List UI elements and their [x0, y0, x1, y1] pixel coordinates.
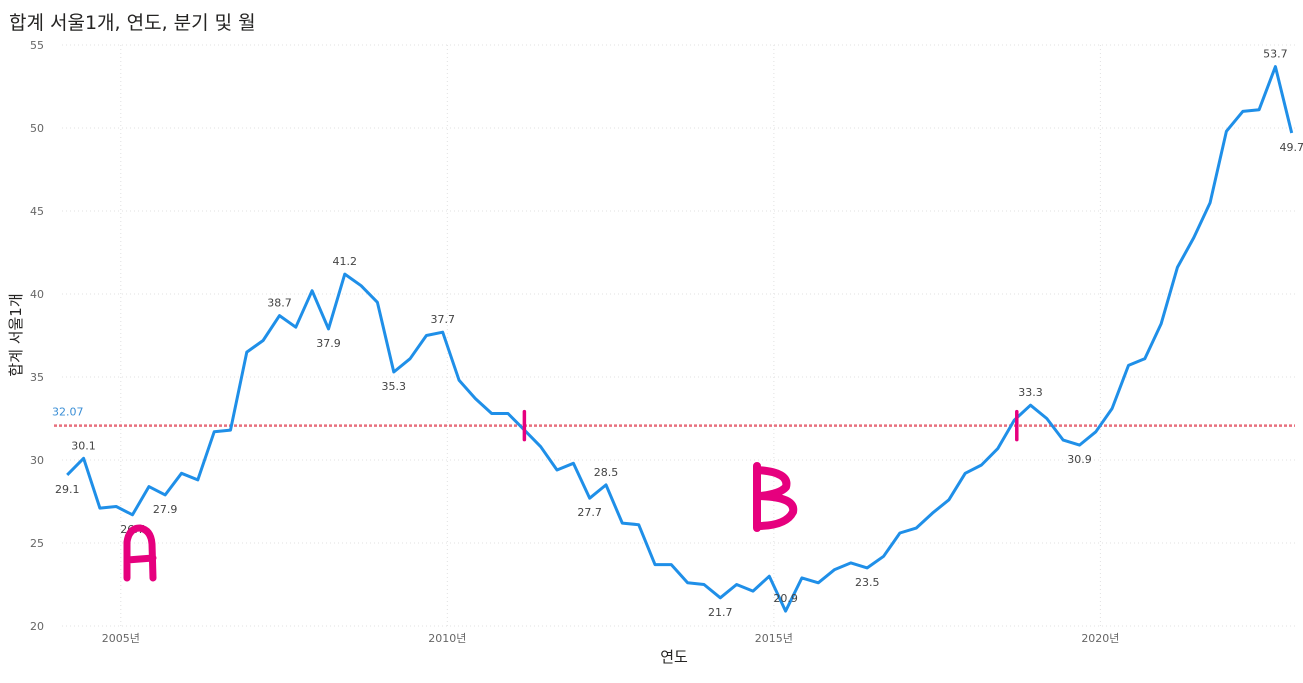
reference-line-label: 32.07: [52, 406, 84, 419]
data-label: 49.7: [1279, 141, 1303, 154]
y-tick-label: 55: [30, 39, 44, 52]
data-label: 33.3: [1018, 386, 1043, 399]
data-label: 37.9: [316, 337, 341, 350]
data-label: 30.1: [71, 439, 96, 452]
letter-a-stroke: [123, 524, 157, 582]
series-line-group: [66, 65, 1294, 613]
annotation-letter-a: A: [123, 524, 157, 582]
reference-line-group: 32.07: [52, 406, 1295, 427]
data-label: 20.9: [773, 592, 798, 605]
data-label: 21.7: [708, 606, 733, 619]
y-axis: 20 25 30 35 40 45 50 55: [30, 39, 44, 633]
x-tick-label: 2005년: [102, 632, 140, 645]
x-tick-label: 2020년: [1081, 632, 1119, 645]
y-tick-label: 25: [30, 537, 44, 550]
data-label: 35.3: [382, 380, 407, 393]
y-tick-label: 35: [30, 371, 44, 384]
x-tick-label: 2015년: [755, 632, 793, 645]
chart-title: 합계 서울1개, 연도, 분기 및 월: [9, 12, 256, 34]
data-label: 29.1: [55, 483, 80, 496]
y-tick-label: 50: [30, 122, 44, 135]
annotation-letter-b: B: [753, 462, 798, 532]
y-axis-title: 합계 서울1개: [7, 293, 25, 376]
data-label: 27.9: [153, 503, 178, 516]
data-label: 41.2: [333, 255, 358, 268]
data-label: 28.5: [594, 466, 619, 479]
data-label: 53.7: [1263, 48, 1288, 61]
data-labels: 29.130.126.727.938.737.941.235.337.727.7…: [55, 48, 1303, 619]
annotations: AB: [123, 409, 1019, 582]
data-label: 23.5: [855, 576, 880, 589]
data-label: 27.7: [577, 506, 602, 519]
letter-b-stroke: [753, 462, 798, 532]
grid: [62, 44, 1295, 627]
data-label: 38.7: [267, 297, 292, 310]
y-tick-label: 40: [30, 288, 44, 301]
x-axis: 2005년 2010년 2015년 2020년: [102, 632, 1120, 645]
x-axis-title: 연도: [660, 648, 688, 666]
y-tick-label: 45: [30, 205, 44, 218]
y-tick-label: 30: [30, 454, 44, 467]
data-label: 37.7: [430, 313, 455, 326]
data-label: 30.9: [1067, 453, 1092, 466]
series-line: [66, 65, 1294, 613]
y-tick-label: 20: [30, 620, 44, 633]
x-tick-label: 2010년: [428, 632, 466, 645]
